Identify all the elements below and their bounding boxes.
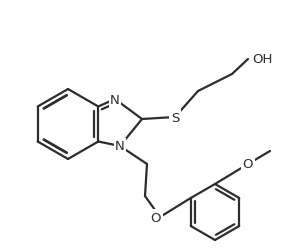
Text: O: O (151, 211, 161, 224)
Text: O: O (243, 158, 253, 171)
Text: N: N (115, 140, 125, 153)
Text: OH: OH (252, 52, 272, 65)
Text: N: N (110, 93, 120, 106)
Text: S: S (171, 111, 179, 124)
